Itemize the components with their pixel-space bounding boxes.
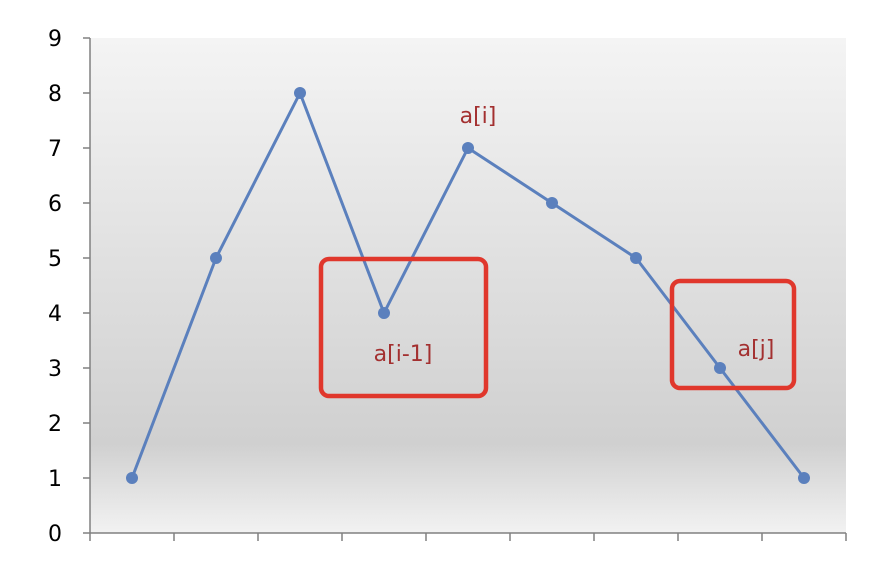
y-tick-label: 2 — [48, 412, 62, 437]
y-tick-label: 5 — [48, 247, 62, 272]
data-point — [126, 472, 138, 484]
y-tick-label: 1 — [48, 467, 62, 492]
y-tick-label: 9 — [48, 27, 62, 52]
data-point — [210, 252, 222, 264]
annotation-box — [669, 278, 797, 391]
data-point — [294, 87, 306, 99]
y-tick-label: 0 — [48, 522, 62, 547]
annotation-label: a[i] — [460, 104, 497, 129]
y-tick-label: 6 — [48, 192, 62, 217]
data-point — [714, 362, 726, 374]
y-tick-label: 7 — [48, 137, 62, 162]
y-tick-label: 4 — [48, 302, 62, 327]
annotation-layer: a[i] a[i-1] a[j] — [318, 104, 797, 399]
y-tick-label: 8 — [48, 82, 62, 107]
data-point — [798, 472, 810, 484]
data-point — [546, 197, 558, 209]
series-layer — [126, 87, 810, 484]
annotation-box — [318, 256, 489, 399]
data-point — [630, 252, 642, 264]
x-axis — [89, 532, 847, 541]
y-axis: 0 1 2 3 4 5 6 7 8 9 — [48, 27, 91, 547]
data-point — [462, 142, 474, 154]
plot-area — [90, 38, 846, 533]
annotation-label: a[j] — [738, 337, 775, 362]
data-point — [378, 307, 390, 319]
annotation-label: a[i-1] — [374, 342, 433, 367]
y-tick-label: 3 — [48, 357, 62, 382]
